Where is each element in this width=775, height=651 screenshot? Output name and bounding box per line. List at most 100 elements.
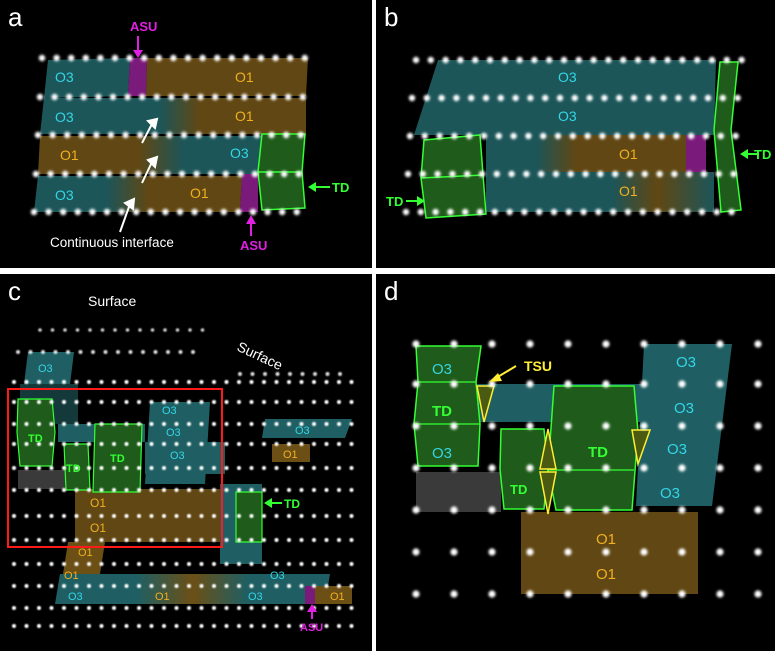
atom xyxy=(349,584,354,588)
atom xyxy=(754,590,762,598)
atom xyxy=(166,131,173,139)
atom xyxy=(12,488,16,492)
atom xyxy=(468,94,475,102)
td-region xyxy=(16,398,56,467)
atom xyxy=(212,93,219,101)
atom xyxy=(417,208,424,216)
atom xyxy=(99,466,104,470)
atom xyxy=(480,132,488,140)
atom xyxy=(564,340,572,348)
td-label: TD xyxy=(332,180,349,195)
atom xyxy=(162,488,166,492)
atom xyxy=(423,94,430,102)
atom xyxy=(349,380,354,384)
atom xyxy=(602,340,610,348)
atom xyxy=(299,93,306,101)
atom xyxy=(212,514,216,518)
atom xyxy=(488,506,496,514)
atom xyxy=(95,93,102,101)
atom xyxy=(37,606,41,610)
atom xyxy=(295,170,302,178)
atom xyxy=(274,624,279,628)
o1-label: O1 xyxy=(90,496,106,510)
atom xyxy=(74,538,79,542)
atom xyxy=(508,170,515,178)
atom xyxy=(38,54,46,62)
atom xyxy=(24,488,29,492)
atom xyxy=(222,170,229,178)
atom xyxy=(162,466,166,470)
atom xyxy=(324,400,329,404)
atom xyxy=(224,514,229,518)
atom xyxy=(237,170,244,178)
atom xyxy=(124,606,129,610)
atom xyxy=(87,422,91,426)
atom xyxy=(112,606,116,610)
atom xyxy=(349,442,354,446)
atom xyxy=(224,422,229,426)
atom xyxy=(664,56,671,64)
atom xyxy=(49,514,54,518)
atom xyxy=(24,584,29,588)
atom xyxy=(149,442,154,446)
td-label: TD xyxy=(510,482,527,497)
atom xyxy=(76,170,84,178)
atom xyxy=(187,466,191,470)
atom xyxy=(527,94,534,102)
atom xyxy=(49,466,54,470)
td-label: TD xyxy=(588,444,608,461)
panel-b: b O3 O3 O1 O1 TD TD xyxy=(376,0,775,268)
atom xyxy=(249,584,254,588)
atom xyxy=(526,464,534,472)
atom xyxy=(283,131,290,139)
atom xyxy=(122,131,129,139)
atom xyxy=(24,442,29,446)
atom xyxy=(124,442,129,446)
atom xyxy=(180,131,188,139)
atom xyxy=(99,624,104,628)
atom xyxy=(124,466,129,470)
atom xyxy=(488,590,496,598)
atom xyxy=(178,170,186,178)
atom xyxy=(449,170,456,178)
atom xyxy=(649,56,656,64)
atom xyxy=(571,94,578,102)
atom xyxy=(464,170,471,178)
atom xyxy=(199,442,204,446)
atom xyxy=(124,422,129,426)
atom xyxy=(436,132,443,140)
atom xyxy=(24,466,29,470)
atom xyxy=(526,380,534,388)
atom xyxy=(116,350,120,354)
atom xyxy=(640,548,648,556)
atom xyxy=(103,350,108,354)
atom xyxy=(212,624,216,628)
atom xyxy=(100,328,105,332)
o3-label: O3 xyxy=(432,361,452,378)
atom xyxy=(301,54,308,62)
atom xyxy=(281,170,288,178)
atom xyxy=(671,170,678,178)
atom xyxy=(162,562,166,566)
atom xyxy=(669,208,676,216)
atom xyxy=(74,466,79,470)
atom xyxy=(279,208,286,216)
tsu-triangle xyxy=(476,385,495,423)
atom xyxy=(324,380,329,384)
atom xyxy=(87,538,91,542)
atom xyxy=(237,584,241,588)
atom xyxy=(249,466,254,470)
atom xyxy=(74,442,79,446)
atom xyxy=(241,93,248,101)
atom xyxy=(287,422,291,426)
atom xyxy=(738,56,745,64)
atom xyxy=(249,562,254,566)
o1-region xyxy=(521,512,698,594)
atom xyxy=(287,488,291,492)
atom xyxy=(176,208,184,216)
atom xyxy=(137,488,141,492)
atom xyxy=(325,372,330,376)
atom xyxy=(262,514,266,518)
atom xyxy=(162,538,166,542)
td-label: TD xyxy=(386,194,403,209)
